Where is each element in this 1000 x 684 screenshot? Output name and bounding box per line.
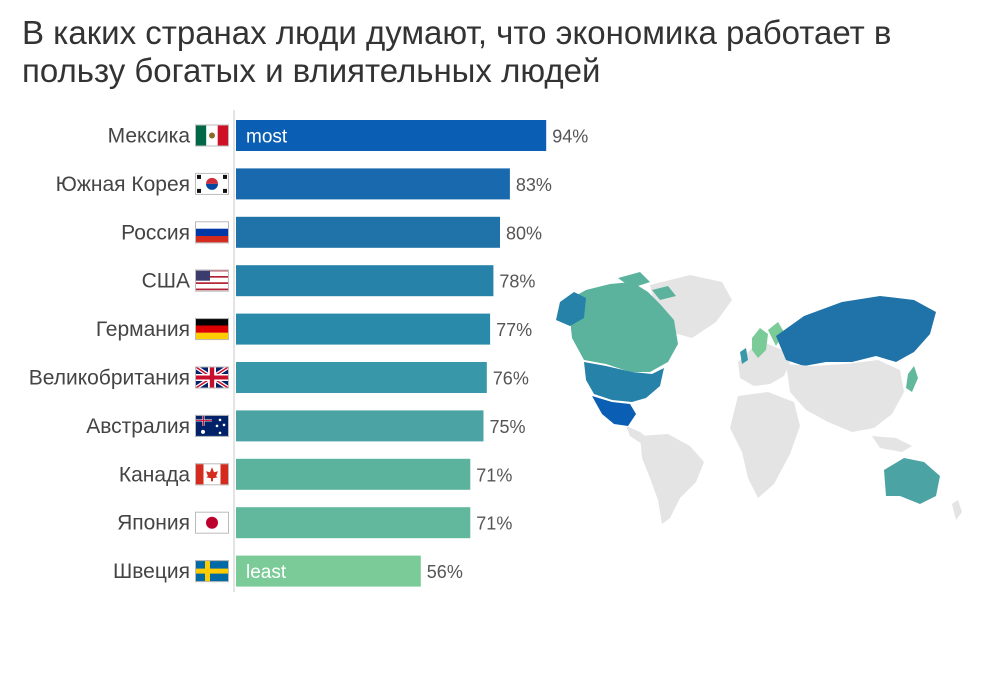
bar xyxy=(236,458,471,490)
value-label: 56% xyxy=(427,562,463,582)
map-asia xyxy=(786,360,904,432)
sweden-flag xyxy=(195,560,229,583)
bar-row: Канада 71% xyxy=(119,458,512,490)
map-south-america xyxy=(640,434,704,524)
bar-row: США 78% xyxy=(142,265,535,297)
canada-flag xyxy=(195,463,229,486)
map-japan xyxy=(906,366,918,392)
world-map xyxy=(556,272,962,524)
bar xyxy=(236,362,487,393)
bar xyxy=(236,120,547,151)
category-label: Мексика xyxy=(108,125,191,148)
bar xyxy=(236,507,471,539)
uk-flag xyxy=(195,366,229,389)
bar xyxy=(236,410,484,442)
bar xyxy=(236,265,494,297)
bar-row: Россия 80% xyxy=(121,216,542,248)
inbar-label: most xyxy=(246,127,288,148)
bar-row: Великобритания 76% xyxy=(29,362,529,393)
value-label: 77% xyxy=(496,320,532,340)
map-mexico xyxy=(592,396,636,426)
category-label: Германия xyxy=(96,318,190,341)
category-label: Швеция xyxy=(113,560,190,583)
bar-row: Австралия 75% xyxy=(86,410,526,442)
map-europe xyxy=(738,344,790,386)
bar xyxy=(236,313,491,345)
bar-row: Южная Корея 83% xyxy=(56,168,552,200)
map-canada-islands xyxy=(618,272,676,300)
value-label: 71% xyxy=(476,514,512,534)
map-uk xyxy=(740,348,748,364)
value-label: 94% xyxy=(552,127,588,147)
inbar-label: least xyxy=(246,562,287,583)
category-label: Япония xyxy=(117,512,190,535)
map-sea-islands xyxy=(872,436,912,452)
bar-row: Швеция 56% least xyxy=(113,555,463,587)
chart-title: В каких странах люди думают, что экономи… xyxy=(22,14,892,89)
category-label: Россия xyxy=(121,221,190,244)
map-sweden xyxy=(752,328,768,358)
map-africa xyxy=(730,392,800,498)
map-russia xyxy=(776,296,936,366)
bar-row: Германия 77% xyxy=(96,313,532,345)
germany-flag xyxy=(195,318,229,341)
usa-flag xyxy=(195,269,229,292)
bar-row: Мексика 94% most xyxy=(108,120,588,151)
mexico-flag xyxy=(195,124,229,147)
value-label: 71% xyxy=(476,465,512,485)
map-norway xyxy=(768,322,784,346)
category-label: Австралия xyxy=(86,415,190,438)
category-label: Канада xyxy=(119,463,190,486)
map-australia xyxy=(884,458,940,504)
category-label: США xyxy=(142,270,190,293)
bar-row: Япония 71% xyxy=(117,507,512,539)
map-canada xyxy=(568,282,678,372)
value-label: 83% xyxy=(516,175,552,195)
category-label: Южная Корея xyxy=(56,173,190,196)
south-korea-flag xyxy=(195,172,229,195)
value-label: 80% xyxy=(506,223,542,243)
map-alaska xyxy=(556,292,586,326)
bar xyxy=(236,216,500,248)
map-usa xyxy=(584,362,664,402)
russia-flag xyxy=(195,221,229,244)
map-new-zealand xyxy=(952,500,962,520)
value-label: 75% xyxy=(490,417,526,437)
bar xyxy=(236,555,421,587)
japan-flag xyxy=(195,511,229,534)
category-label: Великобритания xyxy=(29,367,190,390)
bar xyxy=(236,168,510,200)
australia-flag xyxy=(195,414,229,437)
value-label: 76% xyxy=(493,369,529,389)
value-label: 78% xyxy=(499,272,535,292)
